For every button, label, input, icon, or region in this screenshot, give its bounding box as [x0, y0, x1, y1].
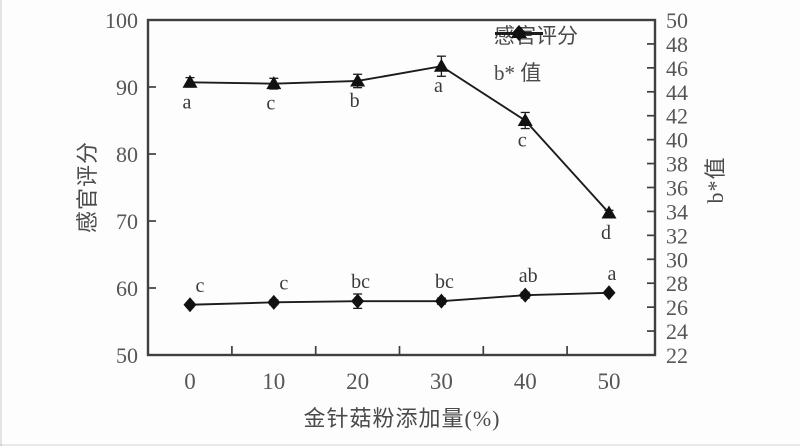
- diamond-marker-icon: [495, 25, 543, 41]
- plot-frame: [146, 18, 657, 357]
- sig-letter-label: c: [196, 275, 205, 297]
- x-axis-tick-label: 50: [598, 369, 621, 394]
- right-axis-tick-label: 32: [666, 223, 688, 248]
- left-y-axis-title: 感官评分: [75, 140, 100, 234]
- sig-letter-label: bc: [351, 271, 370, 293]
- data-point-triangle: [517, 113, 533, 126]
- right-axis-tick-label: 30: [666, 247, 688, 272]
- legend-label-sensory: 感官评分: [494, 24, 578, 48]
- right-axis-tick-label: 34: [666, 199, 688, 224]
- data-point-triangle: [350, 73, 366, 87]
- data-point-triangle: [433, 58, 449, 72]
- sig-letter-label: b: [350, 90, 360, 112]
- x-axis-tick-label: 40: [514, 369, 537, 394]
- left-axis-tick-label: 80: [116, 142, 138, 167]
- sig-letter-label: d: [601, 222, 611, 244]
- data-point-diamond: [434, 293, 448, 309]
- sig-letter-label: bc: [435, 271, 454, 293]
- right-axis-tick-label: 26: [666, 295, 688, 320]
- right-axis-tick-label: 46: [666, 56, 688, 81]
- right-axis-tick-label: 36: [666, 176, 688, 201]
- sig-letter-label: a: [434, 75, 443, 97]
- left-axis-tick-label: 50: [116, 343, 138, 368]
- legend-label-bstar: b* 值: [494, 61, 542, 85]
- x-axis-tick-label: 10: [262, 369, 285, 394]
- series-line-triangle: [189, 65, 610, 214]
- right-axis-tick-label: 42: [666, 104, 688, 129]
- legend-item-bstar: b* 值: [494, 25, 578, 85]
- series-line-diamond: [189, 291, 610, 306]
- sig-letter-label: c: [266, 93, 275, 115]
- left-axis-tick-label: 90: [116, 75, 138, 100]
- legend: 感官评分 b* 值: [494, 24, 578, 98]
- right-axis-tick-label: 44: [666, 80, 688, 105]
- sig-letter-label: c: [279, 272, 288, 294]
- right-axis-tick-label: 28: [666, 271, 688, 296]
- left-axis-tick-label: 70: [116, 209, 138, 234]
- data-point-diamond: [518, 287, 532, 303]
- right-axis-tick-label: 50: [666, 8, 688, 33]
- data-point-triangle: [601, 205, 617, 219]
- data-point-diamond: [267, 294, 281, 310]
- data-point-diamond: [602, 285, 616, 301]
- data-point-diamond: [183, 297, 197, 313]
- right-axis-tick-label: 38: [666, 152, 688, 177]
- x-axis-tick-label: 20: [346, 369, 369, 394]
- sig-letter-label: a: [608, 263, 617, 285]
- left-axis-tick-label: 100: [105, 8, 138, 33]
- x-axis-title: 金针菇粉添加量(%): [303, 406, 501, 431]
- x-axis-tick-label: 30: [430, 369, 453, 394]
- data-point-diamond: [351, 293, 365, 309]
- x-axis-tick-label: 0: [184, 369, 196, 394]
- data-point-triangle: [182, 74, 198, 88]
- sig-letter-label: ab: [519, 265, 538, 287]
- right-axis-tick-label: 22: [666, 343, 688, 368]
- left-axis-tick-label: 60: [116, 276, 138, 301]
- right-axis-tick-label: 40: [666, 128, 688, 153]
- sig-letter-label: c: [518, 130, 527, 152]
- right-axis-tick-label: 48: [666, 32, 688, 57]
- right-axis-tick-label: 24: [666, 319, 688, 344]
- data-point-triangle: [266, 76, 282, 90]
- sig-letter-label: a: [183, 91, 192, 113]
- right-y-axis-title: b*值: [703, 156, 728, 204]
